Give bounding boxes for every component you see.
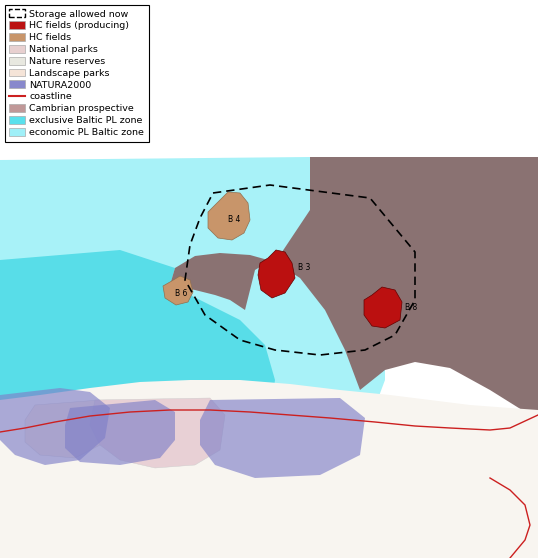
Text: B 8: B 8	[405, 304, 417, 312]
Polygon shape	[258, 250, 295, 298]
Polygon shape	[0, 250, 275, 475]
Text: B 4: B 4	[228, 215, 240, 224]
Legend: Storage allowed now, HC fields (producing), HC fields, National parks, Nature re: Storage allowed now, HC fields (producin…	[5, 4, 149, 142]
Polygon shape	[25, 400, 110, 458]
Polygon shape	[170, 157, 538, 420]
Polygon shape	[364, 287, 402, 328]
Polygon shape	[0, 380, 538, 558]
Text: B 3: B 3	[298, 263, 310, 272]
Polygon shape	[0, 157, 385, 555]
Polygon shape	[163, 276, 193, 305]
Polygon shape	[208, 192, 250, 240]
Polygon shape	[0, 388, 110, 465]
Polygon shape	[65, 400, 175, 465]
Polygon shape	[200, 398, 365, 478]
Polygon shape	[90, 398, 225, 468]
Text: B 6: B 6	[175, 288, 187, 297]
